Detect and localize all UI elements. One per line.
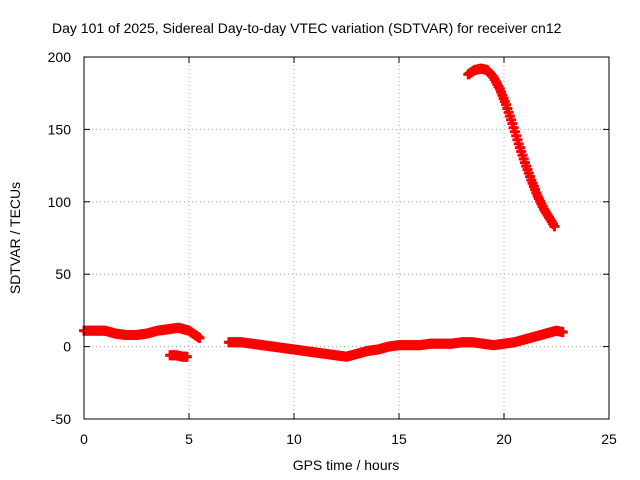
- y-tick-label: -50: [51, 411, 71, 427]
- x-tick-label: 25: [601, 431, 617, 447]
- data-series-2: [165, 350, 192, 362]
- data-marks: [79, 63, 568, 362]
- y-tick-label: 50: [55, 266, 71, 282]
- data-point: [557, 327, 568, 338]
- data-series-1: [79, 322, 568, 362]
- y-tick-label: 200: [48, 49, 72, 65]
- x-tick-label: 20: [496, 431, 512, 447]
- x-tick-label: 0: [80, 431, 88, 447]
- x-axis-label: GPS time / hours: [293, 457, 400, 473]
- x-tick-label: 5: [185, 431, 193, 447]
- data-series-3: [463, 63, 560, 232]
- y-tick-label: 0: [63, 339, 71, 355]
- x-tick-label: 10: [286, 431, 302, 447]
- x-tick-label: 15: [391, 431, 407, 447]
- axis-ticks: 0 5 10 15 20 25 -50 0 50 100 150 200: [48, 49, 617, 447]
- y-tick-label: 100: [48, 194, 72, 210]
- data-point: [181, 351, 192, 362]
- y-tick-label: 150: [48, 121, 72, 137]
- chart-title: Day 101 of 2025, Sidereal Day-to-day VTE…: [52, 20, 562, 36]
- plot-frame: [83, 56, 610, 420]
- y-axis-label: SDTVAR / TECUs: [7, 182, 23, 294]
- data-point: [549, 221, 560, 232]
- data-point: [194, 332, 205, 343]
- grid: [84, 57, 609, 419]
